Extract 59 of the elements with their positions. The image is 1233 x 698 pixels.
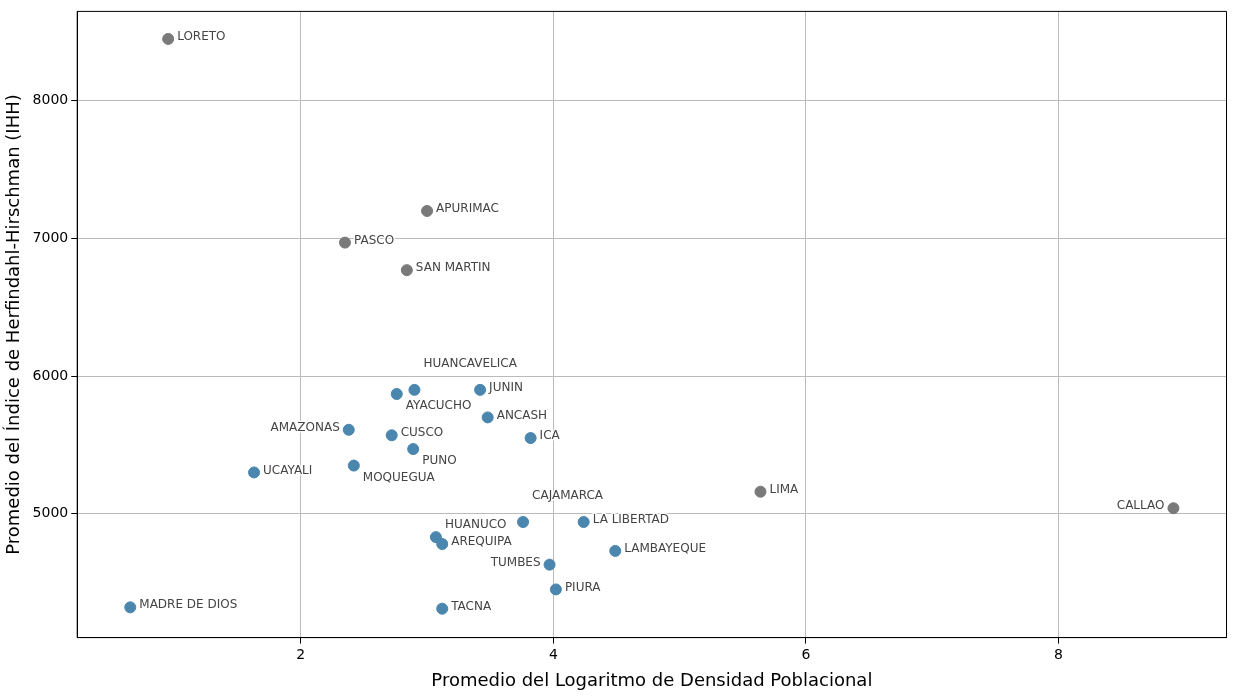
annotation: AMAZONAS	[270, 419, 340, 434]
x-axis-title: Promedio del Logaritmo de Densidad Poblacional	[431, 668, 873, 690]
y-tick-label: 8000	[32, 91, 69, 108]
point	[481, 411, 494, 424]
annotation: CAJAMARCA	[532, 488, 604, 503]
annotation: HUANUCO	[444, 517, 507, 532]
annotation: PASCO	[353, 232, 395, 247]
annotation: TUMBES	[489, 554, 541, 569]
point	[549, 583, 562, 596]
point	[347, 459, 360, 472]
point	[338, 236, 351, 249]
point	[421, 204, 434, 217]
point	[436, 538, 449, 551]
annotation: APURIMAC	[436, 201, 499, 216]
point	[577, 515, 590, 528]
annotation: LORETO	[177, 29, 226, 44]
annotation: UCAYALI	[263, 462, 313, 477]
y-tick-label: 6000	[32, 366, 69, 383]
annotation: MOQUEGUA	[362, 469, 436, 484]
point	[609, 544, 622, 557]
annotation: LAMBAYEQUE	[624, 541, 706, 556]
annotation: LIMA	[769, 481, 800, 496]
point	[524, 432, 537, 445]
annotation: LA LIBERTAD	[592, 512, 670, 527]
point	[124, 601, 137, 614]
annotation: CUSCO	[400, 425, 444, 440]
annotation: ANCASH	[496, 407, 548, 422]
point	[390, 388, 403, 400]
x-tick-label: 2	[296, 645, 306, 662]
point	[162, 32, 175, 45]
annotation: CALLAO	[1116, 498, 1165, 513]
annotation: PUNO	[422, 453, 457, 468]
y-tick-label: 5000	[32, 504, 69, 521]
annotation: AREQUIPA	[451, 534, 513, 549]
x-tick-label: 8	[1054, 645, 1063, 662]
point	[400, 264, 413, 277]
y-tick-label: 7000	[32, 229, 69, 246]
point	[436, 602, 449, 615]
annotation: MADRE DE DIOS	[139, 597, 238, 612]
point	[474, 383, 487, 396]
annotation: JUNIN	[488, 380, 523, 394]
point	[408, 383, 421, 396]
x-tick-label: 6	[801, 645, 811, 662]
point	[1167, 502, 1180, 515]
x-tick-label: 4	[548, 645, 558, 662]
y-axis-title: Promedio del Índice de Herfindahl-Hirschman (IHH)	[2, 94, 24, 555]
annotation: ICA	[539, 428, 561, 443]
annotation: SAN MARTIN	[415, 260, 491, 275]
point	[754, 485, 767, 498]
annotation: TACNA	[450, 598, 492, 613]
point	[543, 558, 556, 571]
point	[248, 466, 261, 479]
point	[385, 429, 398, 442]
annotation: AYACUCHO	[405, 398, 472, 413]
point	[407, 443, 420, 456]
point	[342, 423, 355, 436]
annotation: HUANCAVELICA	[423, 356, 518, 370]
annotation: PIURA	[564, 579, 602, 594]
point	[517, 515, 530, 528]
